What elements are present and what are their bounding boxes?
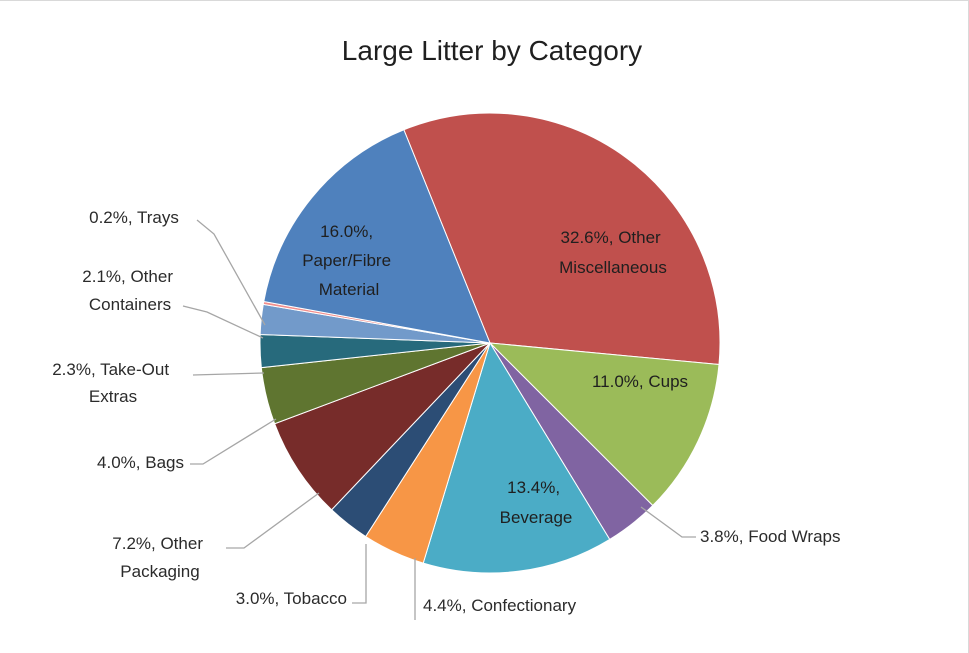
label-other-packaging: 7.2%, Other Packaging [112,534,207,581]
label-paper-fibre-material: 16.0%, Paper/Fibre Material [302,222,396,299]
leader-food-wraps [640,506,696,538]
label-bags: 4.0%, Bags [97,453,184,472]
leader-lines [182,219,696,620]
pie-slice-beverage [422,341,611,574]
label-confectionary: 4.4%, Confectionary [423,596,577,615]
label-trays: 0.2%, Trays [89,208,179,227]
label-other-miscellaneous: 32.6%, Other Miscellaneous [559,228,667,277]
label-other-containers: 2.1%, Other Containers [82,267,177,314]
leader-other-packaging [226,492,320,549]
pie-slices [259,112,721,574]
pie-slice-cups [488,342,720,507]
label-food-wraps: 3.8%, Food Wraps [700,527,840,546]
label-take-out-extras: 2.3%, Take-Out Extras [52,360,174,406]
pie-slice-other-packaging [274,342,491,511]
leader-trays [196,219,266,326]
leader-take-out-extras [192,372,265,376]
leader-other-containers [182,305,264,339]
pie-slice-other-miscellaneous [403,112,721,366]
label-beverage: 13.4%, Beverage [500,478,573,527]
pie-slice-paper-fibre-material [263,129,491,344]
chart-title: Large Litter by Category [342,35,642,66]
leader-bags [190,418,277,465]
label-tobacco: 3.0%, Tobacco [236,589,347,608]
label-cups: 11.0%, Cups [592,372,688,391]
leader-tobacco [352,544,367,604]
